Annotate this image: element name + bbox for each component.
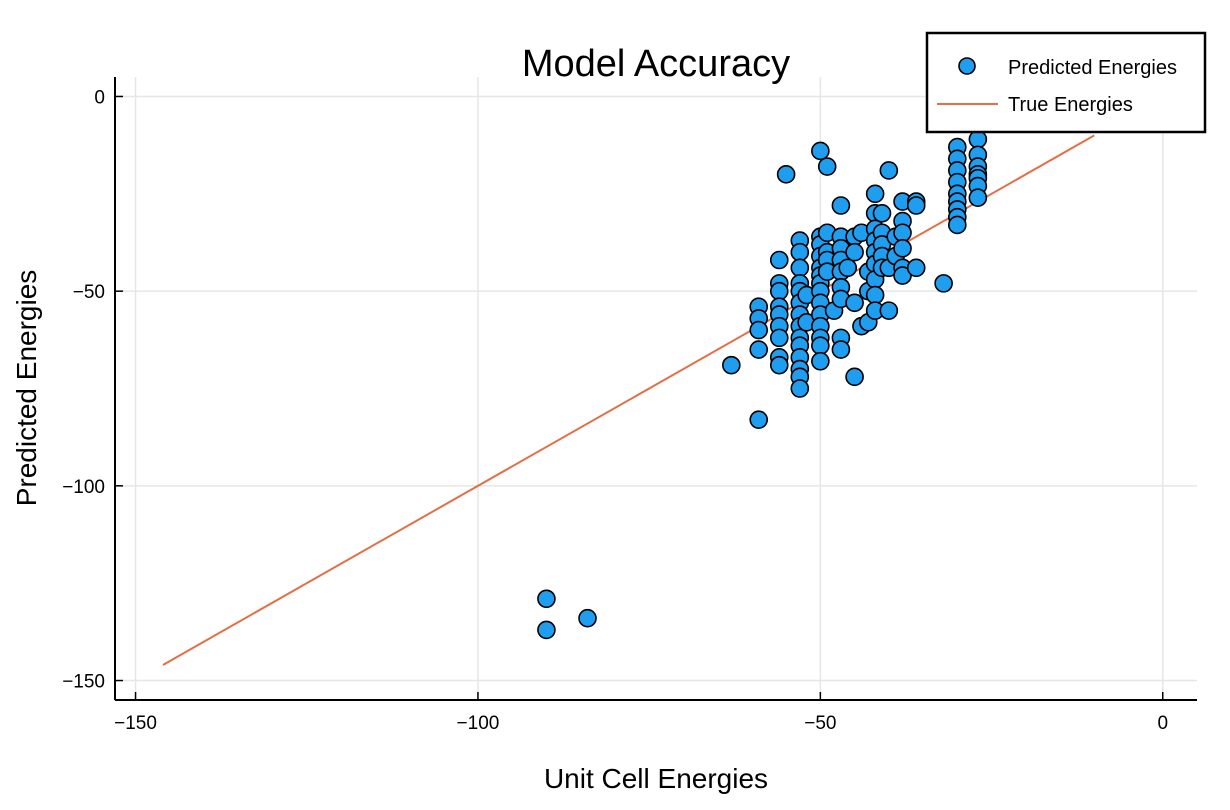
data-point bbox=[811, 141, 830, 161]
data-point bbox=[893, 223, 912, 243]
data-point bbox=[948, 215, 967, 235]
data-point bbox=[749, 340, 769, 359]
data-point bbox=[865, 285, 885, 305]
data-point bbox=[879, 161, 899, 180]
legend: Predicted Energies True Energies bbox=[925, 31, 1207, 134]
data-point bbox=[893, 239, 912, 258]
legend-label-predicted: Predicted Energies bbox=[1008, 57, 1177, 79]
chart-title: Model Accuracy bbox=[522, 43, 790, 85]
data-point bbox=[537, 589, 556, 609]
x-axis-label: Unit Cell Energies bbox=[544, 763, 768, 794]
data-point bbox=[790, 258, 810, 278]
data-point bbox=[845, 367, 864, 387]
data-point bbox=[879, 301, 899, 320]
y-tick-label: −100 bbox=[62, 477, 105, 498]
y-tick-label: −150 bbox=[62, 672, 105, 693]
data-point bbox=[817, 157, 837, 176]
data-point bbox=[934, 274, 953, 293]
data-point bbox=[790, 379, 810, 398]
data-point bbox=[968, 130, 988, 149]
x-tick-label: −50 bbox=[804, 713, 836, 734]
data-point bbox=[537, 620, 556, 640]
data-point bbox=[769, 328, 789, 348]
data-point bbox=[831, 196, 851, 215]
x-tick-label: −150 bbox=[114, 713, 157, 734]
data-point bbox=[811, 351, 830, 371]
data-point bbox=[749, 320, 769, 340]
legend-label-true: True Energies bbox=[1008, 94, 1133, 116]
data-point bbox=[776, 165, 796, 184]
grid-lines bbox=[115, 77, 1197, 700]
data-point bbox=[906, 258, 926, 278]
data-point bbox=[749, 410, 769, 429]
data-point bbox=[578, 608, 597, 628]
true-energies-line bbox=[162, 134, 1095, 666]
tick-labels: −150 −100 −50 0 0 −50 −100 −150 bbox=[62, 87, 1168, 734]
data-point bbox=[872, 203, 892, 223]
data-point bbox=[845, 293, 864, 313]
data-point bbox=[790, 242, 810, 262]
data-point bbox=[769, 281, 789, 301]
legend-box bbox=[925, 31, 1207, 134]
y-tick-label: 0 bbox=[94, 87, 105, 108]
x-tick-label: −100 bbox=[457, 713, 500, 734]
y-tick-label: −50 bbox=[73, 282, 105, 303]
axes bbox=[114, 77, 1197, 701]
data-point bbox=[769, 250, 789, 270]
predicted-energies-series bbox=[537, 130, 988, 640]
data-point bbox=[893, 266, 912, 285]
true-energies-series bbox=[162, 134, 1095, 666]
x-tick-label: 0 bbox=[1157, 713, 1168, 734]
legend-marker-predicted bbox=[958, 57, 976, 75]
data-point bbox=[865, 184, 885, 204]
data-point bbox=[968, 188, 988, 208]
data-point bbox=[769, 355, 789, 375]
data-point bbox=[722, 355, 741, 375]
y-axis-label: Predicted Energies bbox=[11, 270, 42, 507]
data-point bbox=[845, 242, 864, 262]
data-point bbox=[831, 340, 851, 359]
data-point bbox=[906, 196, 926, 215]
data-point bbox=[838, 258, 858, 278]
data-point bbox=[811, 336, 830, 355]
